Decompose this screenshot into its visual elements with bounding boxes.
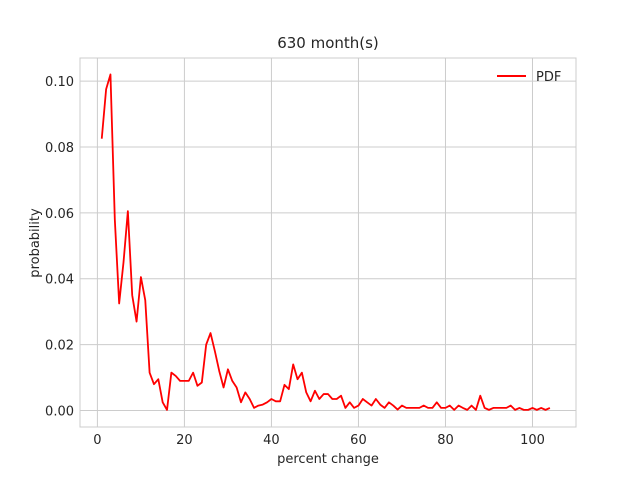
x-axis-label: percent change <box>277 452 379 467</box>
y-tick-label: 0.02 <box>45 339 74 354</box>
y-gridlines <box>80 80 576 412</box>
x-tick-label: 60 <box>350 433 367 448</box>
legend-label-pdf: PDF <box>536 70 561 85</box>
chart-title: 630 month(s) <box>277 34 379 52</box>
y-tick-label: 0.04 <box>45 273 74 288</box>
plot-area <box>79 57 577 428</box>
x-tick-label: 40 <box>263 433 280 448</box>
x-tick-label: 0 <box>93 433 101 448</box>
x-tick-labels: 0 20 40 60 80 100 <box>93 433 545 448</box>
x-gridlines <box>96 58 533 427</box>
x-tick-label: 100 <box>520 433 545 448</box>
y-tick-label: 0.08 <box>45 141 74 156</box>
series-line-pdf <box>100 73 551 411</box>
y-tick-label: 0.06 <box>45 207 74 222</box>
x-tick-label: 80 <box>437 433 454 448</box>
legend: PDF <box>497 70 561 85</box>
y-tick-label: 0.00 <box>45 405 74 420</box>
x-tick-label: 20 <box>176 433 193 448</box>
y-tick-label: 0.10 <box>45 75 74 90</box>
y-tick-labels: 0.00 0.02 0.04 0.06 0.08 0.10 <box>45 75 74 419</box>
y-axis-label: probability <box>28 208 43 278</box>
